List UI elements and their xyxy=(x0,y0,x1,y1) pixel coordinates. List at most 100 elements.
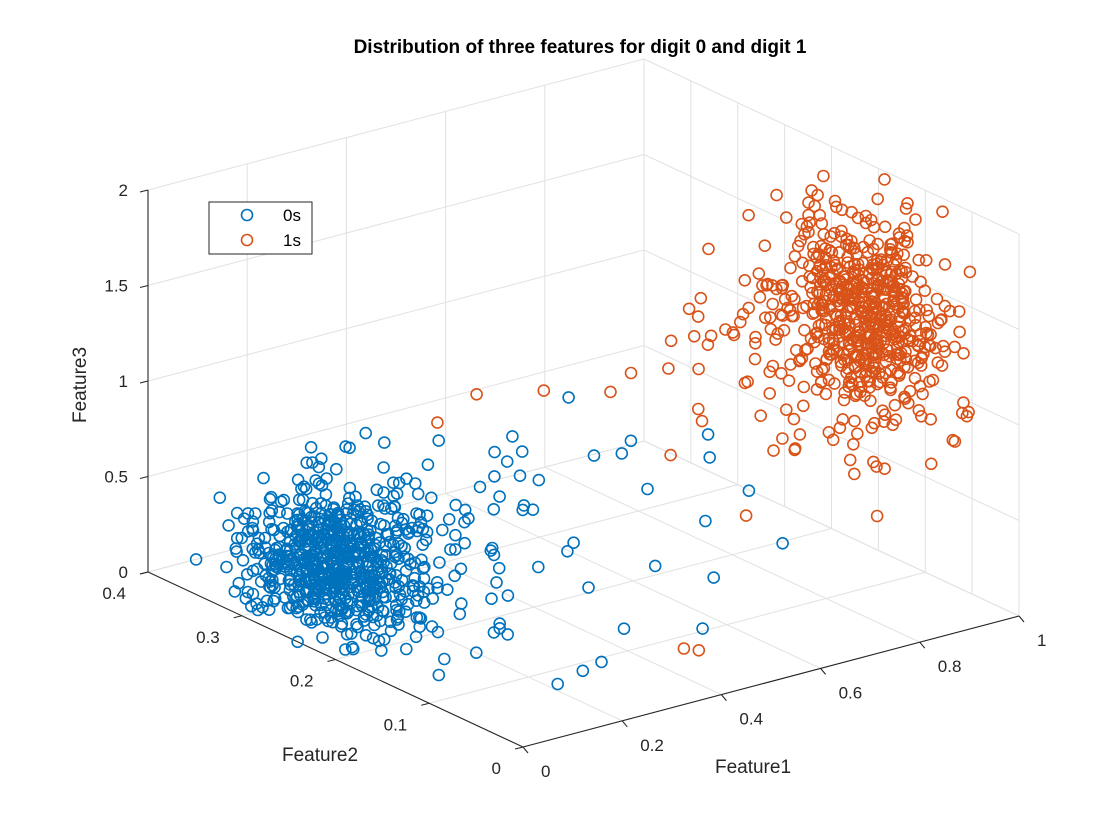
data-point-0s xyxy=(386,590,400,603)
data-point-0s xyxy=(308,591,322,604)
data-point-1s xyxy=(884,238,897,251)
data-point-0s xyxy=(576,664,590,678)
data-point-0s xyxy=(303,551,317,565)
data-point-1s xyxy=(701,338,715,352)
data-point-1s xyxy=(766,297,780,311)
data-point-1s xyxy=(832,246,846,259)
data-point-0s xyxy=(280,507,294,520)
data-point-1s xyxy=(936,339,950,353)
data-point-1s xyxy=(691,402,705,416)
data-point-0s xyxy=(318,581,331,595)
data-point-1s xyxy=(825,260,838,274)
data-point-1s xyxy=(756,279,769,292)
data-point-0s xyxy=(493,490,506,503)
data-point-0s xyxy=(277,493,291,507)
data-point-1s xyxy=(779,403,793,417)
legend: 0s 1s xyxy=(208,201,313,255)
data-point-1s xyxy=(817,169,830,183)
data-point-0s xyxy=(345,640,359,654)
data-point-0s xyxy=(264,581,277,594)
data-point-1s xyxy=(919,253,933,267)
data-point-1s xyxy=(848,414,861,428)
data-point-0s xyxy=(437,652,451,666)
data-point-1s xyxy=(738,273,752,287)
data-point-1s xyxy=(872,261,885,274)
series-0s xyxy=(189,391,789,691)
data-point-0s xyxy=(422,582,435,596)
data-point-1s xyxy=(470,387,483,401)
data-point-0s xyxy=(431,581,444,595)
x-tick-mark xyxy=(720,694,727,701)
data-point-1s xyxy=(832,275,846,288)
x-tick-label: 1 xyxy=(1037,631,1046,650)
data-point-0s xyxy=(432,668,446,682)
data-point-0s xyxy=(308,586,321,600)
data-point-0s xyxy=(648,559,662,573)
data-point-1s xyxy=(856,256,870,270)
data-point-0s xyxy=(213,491,227,505)
data-point-0s xyxy=(314,496,328,510)
data-point-1s xyxy=(733,315,747,329)
data-point-1s xyxy=(842,238,856,252)
data-point-1s xyxy=(914,275,927,289)
data-point-0s xyxy=(293,562,307,576)
data-point-0s xyxy=(361,508,374,522)
data-point-0s xyxy=(320,472,333,485)
data-point-1s xyxy=(914,327,928,341)
data-point-0s xyxy=(506,430,519,443)
data-point-0s xyxy=(262,515,276,529)
data-point-1s xyxy=(924,457,938,471)
data-point-0s xyxy=(371,499,385,512)
back-wall-grid-line xyxy=(147,345,645,477)
data-point-1s xyxy=(893,348,906,362)
data-point-0s xyxy=(343,441,356,455)
data-point-0s xyxy=(501,628,515,641)
data-point-1s xyxy=(782,374,796,388)
data-point-1s xyxy=(859,307,873,321)
data-point-0s xyxy=(372,634,386,648)
data-point-0s xyxy=(250,562,264,576)
data-point-1s xyxy=(831,283,845,297)
data-point-0s xyxy=(344,627,358,640)
data-point-0s xyxy=(442,512,456,526)
data-point-1s xyxy=(930,292,944,306)
data-point-1s xyxy=(946,433,960,447)
data-point-0s xyxy=(331,544,345,558)
data-point-1s xyxy=(830,344,844,358)
data-point-1s xyxy=(953,325,966,339)
data-point-0s xyxy=(280,542,294,556)
data-point-0s xyxy=(382,572,396,586)
data-point-1s xyxy=(895,304,909,318)
data-point-0s xyxy=(338,643,352,656)
data-point-1s xyxy=(758,239,772,252)
data-point-0s xyxy=(348,548,362,561)
data-point-1s xyxy=(935,313,948,326)
data-point-0s xyxy=(425,620,439,633)
data-point-0s xyxy=(551,677,565,691)
data-point-0s xyxy=(236,553,250,567)
data-point-0s xyxy=(354,570,368,584)
data-point-1s xyxy=(749,330,762,344)
data-point-1s xyxy=(867,361,881,375)
data-point-1s xyxy=(692,643,706,657)
data-point-1s xyxy=(801,342,814,356)
data-point-0s xyxy=(302,506,316,520)
data-point-0s xyxy=(321,614,335,628)
data-point-0s xyxy=(342,491,356,505)
data-point-0s xyxy=(377,436,391,449)
y-tick-mark xyxy=(514,746,524,750)
data-point-1s xyxy=(694,291,708,305)
data-point-0s xyxy=(262,580,276,593)
data-point-0s xyxy=(321,593,335,606)
data-point-0s xyxy=(343,481,357,495)
legend-label-1s: 1s xyxy=(283,231,301,250)
data-point-1s xyxy=(891,366,905,379)
data-point-0s xyxy=(414,612,428,625)
data-point-0s xyxy=(448,569,462,583)
data-point-1s xyxy=(921,328,935,341)
data-point-1s xyxy=(819,258,833,272)
data-point-1s xyxy=(820,352,834,366)
data-point-1s xyxy=(796,399,810,413)
data-point-0s xyxy=(251,603,265,617)
data-point-0s xyxy=(617,622,631,636)
